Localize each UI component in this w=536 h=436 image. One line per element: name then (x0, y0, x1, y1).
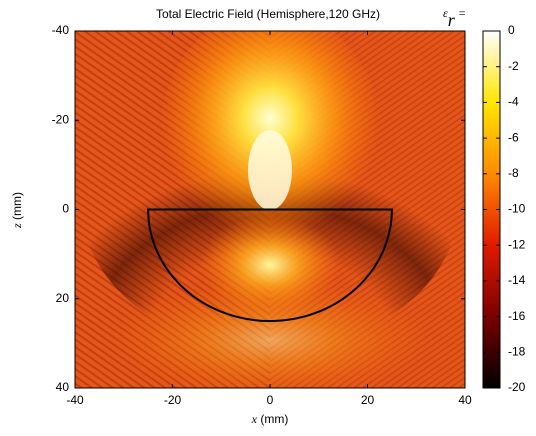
y-tick-label: -20 (52, 112, 70, 126)
x-unit: (mm) (260, 412, 288, 426)
annotation: εr = (443, 6, 466, 30)
hemisphere-outline (147, 208, 393, 323)
y-symbol: z (10, 223, 24, 229)
annotation-symbol: ε (443, 6, 448, 20)
colorbar-tick-label: -20 (508, 380, 526, 394)
chart-title: Total Electric Field (Hemisphere,120 GHz… (156, 7, 380, 21)
x-symbol: x (251, 412, 258, 426)
y-axis-label: z (mm) (10, 192, 24, 229)
annotation-subscript: r (448, 10, 456, 30)
x-tick-label: -20 (164, 393, 182, 407)
x-tick-label: 0 (267, 393, 274, 407)
x-tick-label: 40 (458, 393, 472, 407)
colorbar-tick-label: -10 (508, 202, 526, 216)
y-tick-label: -40 (52, 23, 70, 37)
y-tick-label: 0 (62, 202, 69, 216)
colorbar-tick-label: -4 (508, 95, 519, 109)
x-axis-label: x (mm) (251, 412, 289, 426)
x-tick-label: -40 (66, 393, 84, 407)
colorbar-tick-label: -6 (508, 130, 519, 144)
x-tick-label: 20 (361, 393, 375, 407)
y-tick-label: 20 (56, 291, 70, 305)
colorbar-tick-label: -16 (508, 309, 526, 323)
colorbar-tick-label: -2 (508, 59, 519, 73)
colorbar-tick-label: 0 (508, 23, 515, 37)
colorbar-tick-label: -14 (508, 273, 526, 287)
colorbar-tick-label: -18 (508, 344, 526, 358)
annotation-suffix: = (459, 6, 466, 20)
y-tick-label: 40 (56, 380, 70, 394)
field-map (75, 31, 465, 388)
colorbar-tick-label: -12 (508, 237, 526, 251)
colorbar-tick-label: -8 (508, 166, 519, 180)
y-unit: (mm) (10, 192, 24, 220)
